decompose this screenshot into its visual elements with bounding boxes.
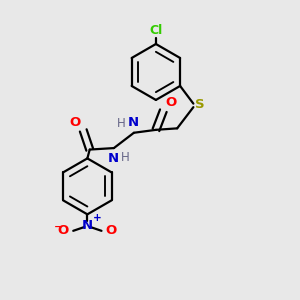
Text: N: N (108, 152, 119, 165)
Text: N: N (128, 116, 139, 129)
Text: Cl: Cl (149, 24, 163, 37)
Text: O: O (106, 224, 117, 237)
Text: S: S (194, 98, 204, 111)
Text: +: + (93, 213, 101, 223)
Text: H: H (121, 151, 130, 164)
Text: N: N (82, 219, 93, 232)
Text: −: − (54, 222, 63, 232)
Text: H: H (117, 117, 126, 130)
Text: O: O (70, 116, 81, 129)
Text: O: O (165, 96, 177, 109)
Text: O: O (58, 224, 69, 237)
